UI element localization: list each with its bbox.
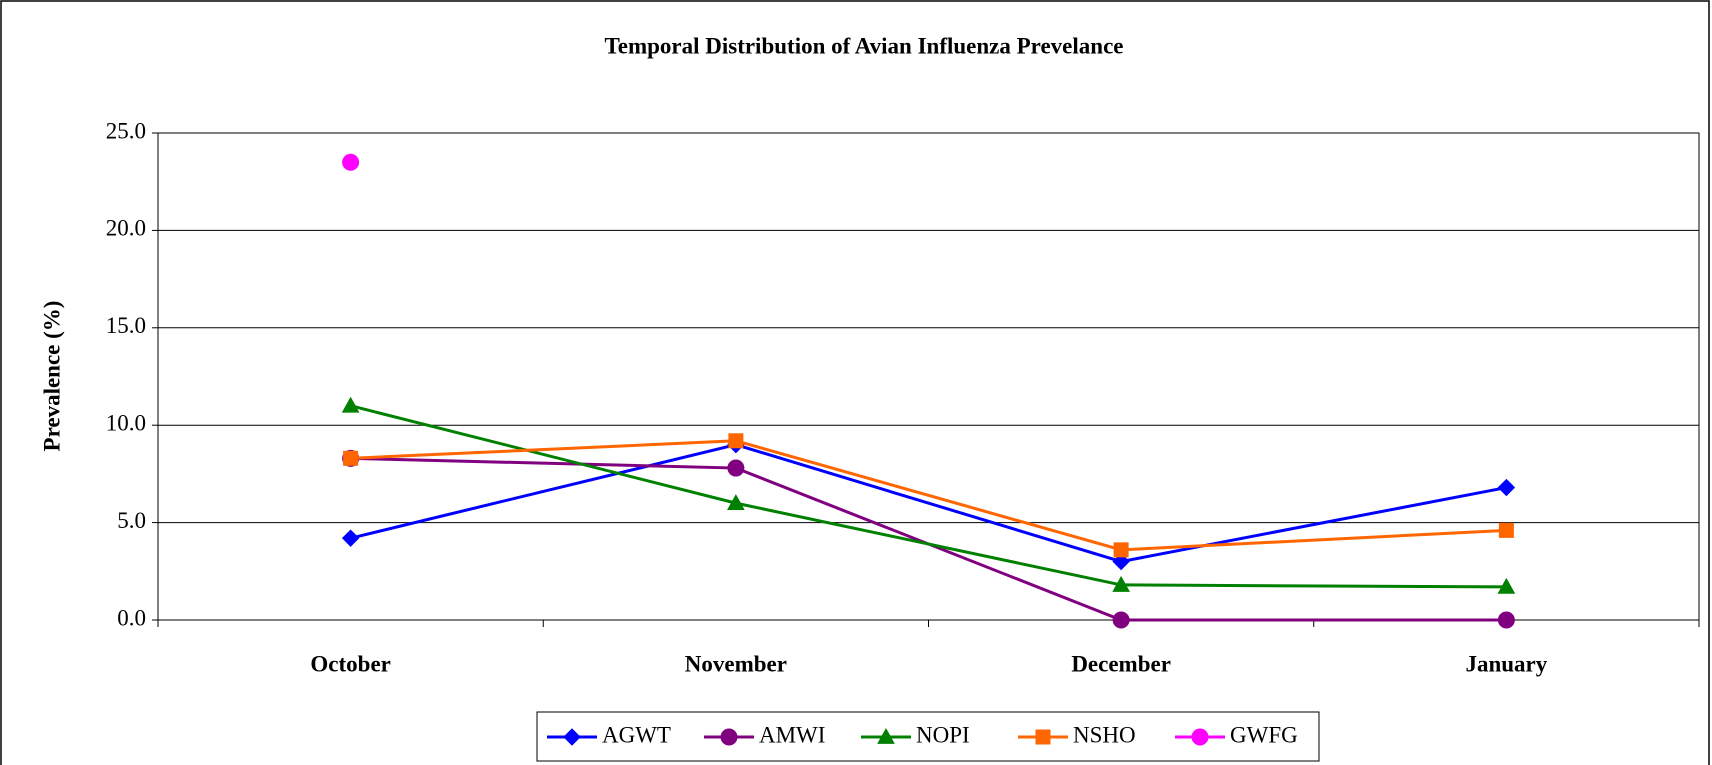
- marker: [728, 433, 744, 449]
- x-tick-label: October: [310, 651, 390, 676]
- marker: [343, 450, 359, 466]
- marker: [1035, 729, 1051, 745]
- legend-label: AGWT: [602, 722, 671, 747]
- y-tick-label: 20.0: [106, 216, 146, 241]
- series-line: [350, 404, 1507, 589]
- marker: [1498, 522, 1514, 538]
- series-line: [350, 439, 1507, 552]
- marker: [1191, 728, 1209, 746]
- x-tick-label: January: [1465, 651, 1547, 676]
- marker: [877, 727, 895, 744]
- marker: [1497, 577, 1516, 594]
- legend-label: AMWI: [759, 722, 825, 747]
- marker: [1113, 542, 1129, 558]
- x-tick-label: December: [1071, 651, 1171, 676]
- y-tick-label: 5.0: [117, 508, 146, 533]
- legend-label: GWFG: [1230, 722, 1298, 747]
- marker: [1497, 478, 1516, 497]
- marker: [341, 396, 360, 413]
- series-line: [350, 443, 1507, 564]
- x-tick-label: November: [685, 651, 787, 676]
- marker: [342, 153, 360, 171]
- y-tick-label: 15.0: [106, 313, 146, 338]
- marker: [720, 728, 738, 746]
- legend-label: NOPI: [916, 722, 970, 747]
- marker: [727, 459, 745, 477]
- y-axis-label: Prevalence (%): [39, 301, 64, 452]
- legend-label: NSHO: [1073, 722, 1136, 747]
- marker: [563, 728, 581, 746]
- plot-area: [157, 132, 1700, 621]
- marker: [1497, 611, 1515, 629]
- y-tick-label: 0.0: [117, 605, 146, 630]
- marker: [341, 529, 360, 547]
- marker: [727, 494, 745, 511]
- y-tick-label: 10.0: [106, 410, 146, 435]
- chart-title: Temporal Distribution of Avian Influenza…: [605, 33, 1124, 58]
- marker: [1112, 552, 1130, 571]
- y-tick-label: 25.0: [106, 118, 146, 143]
- marker: [1112, 611, 1130, 629]
- marker: [1112, 575, 1130, 592]
